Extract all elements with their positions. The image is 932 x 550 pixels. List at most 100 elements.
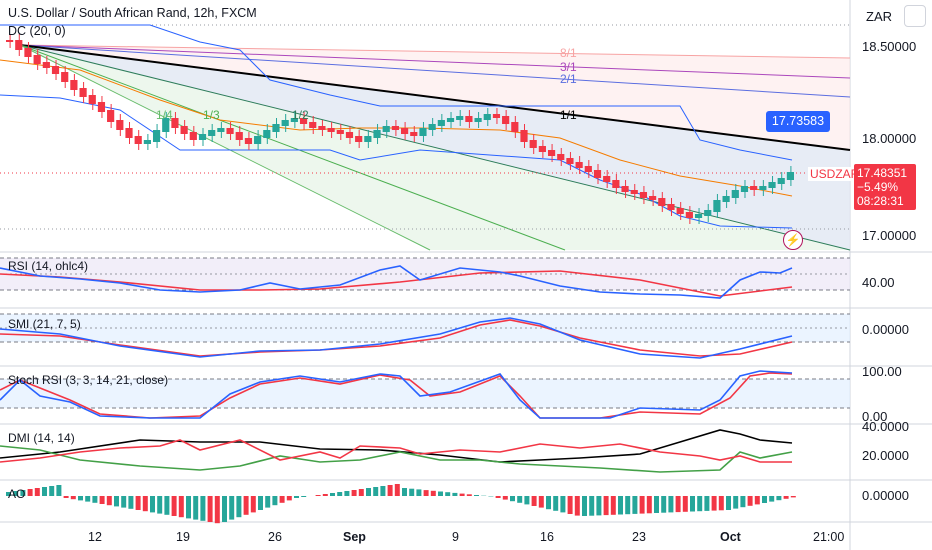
fan-label-8-1: 8/1 xyxy=(560,46,577,60)
candle xyxy=(547,150,556,156)
fan-label-1-3: 1/3 xyxy=(203,108,220,122)
candle xyxy=(483,114,491,120)
rsi-line xyxy=(0,265,793,299)
ao-bar xyxy=(380,486,386,496)
ao-bar xyxy=(13,491,19,496)
ao-bar xyxy=(121,496,127,508)
ao-bar xyxy=(366,488,371,496)
ao-bar xyxy=(344,491,350,496)
ao-bar xyxy=(567,496,573,514)
ao-label[interactable]: AO xyxy=(8,487,26,501)
fan-label-2-1: 2/1 xyxy=(560,72,577,86)
ao-bar xyxy=(186,496,191,519)
ao-bar xyxy=(704,496,710,511)
fan-line-8-1 xyxy=(19,44,851,59)
ao-bar xyxy=(726,496,731,510)
candle xyxy=(6,40,14,42)
candle xyxy=(538,146,546,152)
stoch-k-line xyxy=(0,370,793,419)
ao-bar xyxy=(409,488,415,496)
ao-bar xyxy=(171,496,177,516)
time-axis-label: 26 xyxy=(268,530,282,544)
ao-bar xyxy=(178,496,184,518)
ao-bar xyxy=(445,492,451,496)
ao-bar xyxy=(373,487,379,496)
symbol-tag: USDZAR xyxy=(808,167,862,181)
ao-bar xyxy=(322,494,328,496)
ao-bar xyxy=(783,496,789,499)
candle xyxy=(51,66,60,74)
ao-bar xyxy=(459,493,465,496)
fan-line-1-4 xyxy=(19,44,431,251)
time-axis-label: 16 xyxy=(540,530,554,544)
ao-bar xyxy=(236,496,242,518)
time-axis-label: Oct xyxy=(720,530,741,544)
rsi-axis-label: 40.00 xyxy=(862,275,895,290)
candle xyxy=(42,62,50,68)
donchian-lower xyxy=(0,94,793,229)
ao-bar xyxy=(675,496,681,513)
candle xyxy=(575,162,583,168)
ao-bar xyxy=(711,496,717,511)
smi-label[interactable]: SMI (21, 7, 5) xyxy=(8,317,81,331)
donchian-upper xyxy=(0,24,793,161)
ao-bar xyxy=(56,485,62,496)
ao-bar xyxy=(150,496,155,513)
dc-indicator-label[interactable]: DC (20, 0) xyxy=(8,24,66,38)
candle xyxy=(456,116,464,120)
ao-bar xyxy=(358,489,364,496)
candle xyxy=(658,198,666,206)
candle xyxy=(750,186,758,190)
lightning-alert-icon[interactable]: ⚡ xyxy=(783,230,803,250)
trendline-price-label[interactable]: 17.73583 xyxy=(766,111,830,132)
ao-bar xyxy=(466,494,472,496)
candle xyxy=(566,158,574,164)
time-axis-label: 9 xyxy=(452,530,459,544)
ao-bar xyxy=(589,496,595,516)
dmi-axis-label: 20.0000 xyxy=(862,448,909,463)
ao-bar xyxy=(78,496,83,501)
candle xyxy=(263,130,271,138)
candle xyxy=(502,116,510,124)
candlesticks[interactable] xyxy=(6,34,794,224)
ao-bar xyxy=(315,495,321,496)
candle xyxy=(428,124,436,130)
ao-bar xyxy=(200,496,206,521)
stoch-d-line xyxy=(0,372,793,419)
dmi-label[interactable]: DMI (14, 14) xyxy=(8,431,75,445)
rsi-label[interactable]: RSI (14, ohlc4) xyxy=(8,259,89,273)
ao-bar xyxy=(747,496,753,506)
price-axis-label: 17.00000 xyxy=(862,228,917,243)
stoch-axis-label: 100.00 xyxy=(862,364,902,379)
candle xyxy=(676,208,684,214)
ao-bar xyxy=(142,496,148,512)
ao-bar xyxy=(193,496,199,520)
ao-bar xyxy=(610,496,616,515)
ao-bar xyxy=(718,496,724,511)
dmi-minus-line xyxy=(0,439,792,463)
ao-bar xyxy=(438,491,443,496)
time-axis-label: Sep xyxy=(343,530,366,544)
ao-bar xyxy=(70,496,76,500)
candle xyxy=(281,120,289,126)
dmi-axis-label: 40.0000 xyxy=(862,419,909,434)
scale-settings-button[interactable] xyxy=(904,5,926,27)
fan-line-3-1 xyxy=(19,44,851,79)
candle xyxy=(88,95,96,104)
candle xyxy=(639,192,648,198)
candle xyxy=(318,126,326,130)
ao-bar xyxy=(20,490,26,496)
stoch-axis-label: 0.00 xyxy=(862,409,888,424)
ao-bar xyxy=(294,496,299,498)
stoch-rsi-label[interactable]: Stoch RSI (3, 3, 14, 21, close) xyxy=(8,373,169,387)
fan-line-1-3 xyxy=(19,44,566,251)
candle xyxy=(621,186,629,192)
fan-label-1-1: 1/1 xyxy=(560,108,577,122)
candle xyxy=(244,138,253,144)
ao-bar xyxy=(106,496,112,506)
ao-bar xyxy=(157,496,163,514)
ao-bar xyxy=(790,496,796,498)
dmi-plus-line xyxy=(0,445,793,473)
ao-bar xyxy=(531,496,537,506)
